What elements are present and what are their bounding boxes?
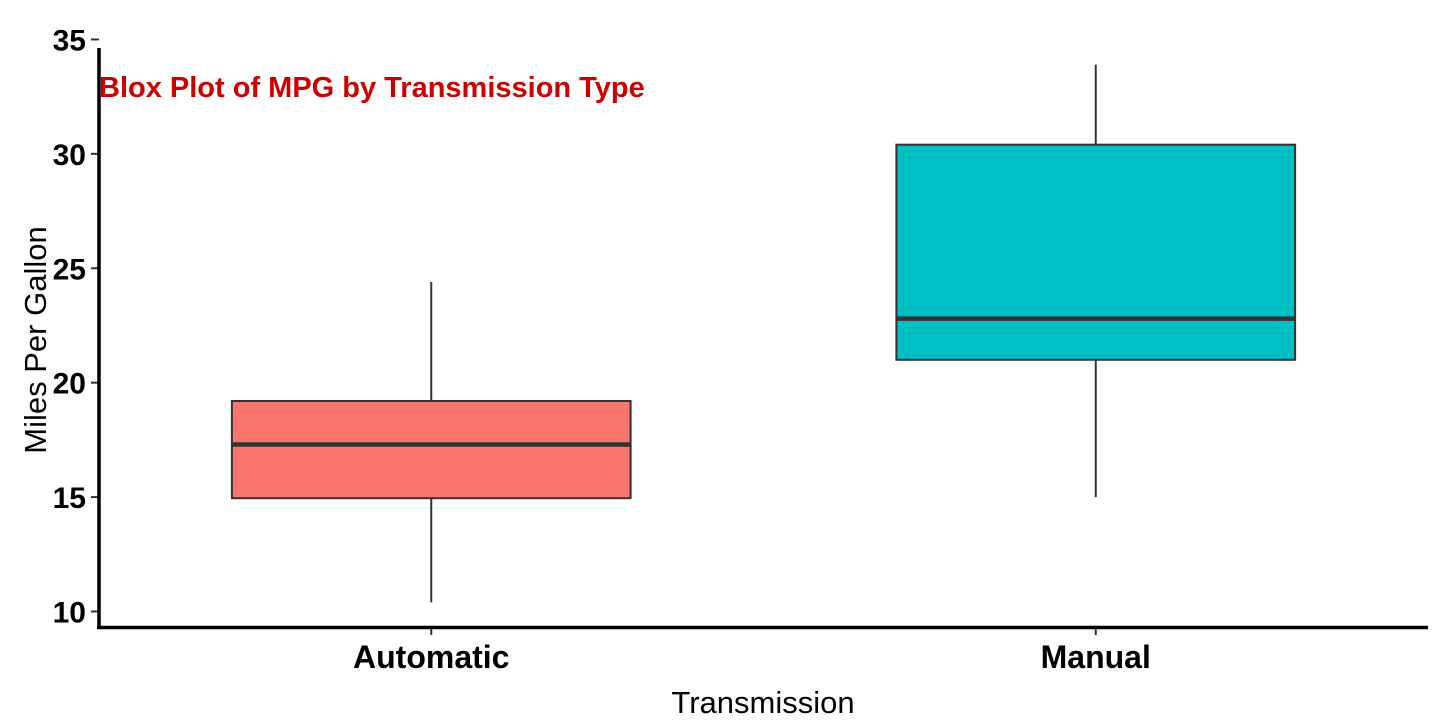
y-axis-ticks: 10 15 20 25 30 35 [53,24,99,629]
x-axis-ticks: Automatic Manual [353,627,1151,675]
y-tick-label: 25 [53,253,86,286]
x-tick-label: Manual [1041,639,1151,675]
y-tick-label: 10 [53,596,86,629]
y-axis-title: Miles Per Gallon [18,226,53,453]
box-manual [895,64,1297,498]
y-tick-label: 35 [53,24,86,57]
box-iqr [230,399,632,500]
x-axis-title: Transmission [671,685,854,720]
y-tick-label: 30 [53,139,86,172]
box-iqr [895,143,1297,361]
y-tick-label: 20 [53,368,86,401]
box-automatic [230,281,632,603]
chart-title: Blox Plot of MPG by Transmission Type [99,72,645,104]
y-tick-label: 15 [53,482,86,515]
plot-area [230,64,1297,603]
x-tick-label: Automatic [353,639,509,675]
